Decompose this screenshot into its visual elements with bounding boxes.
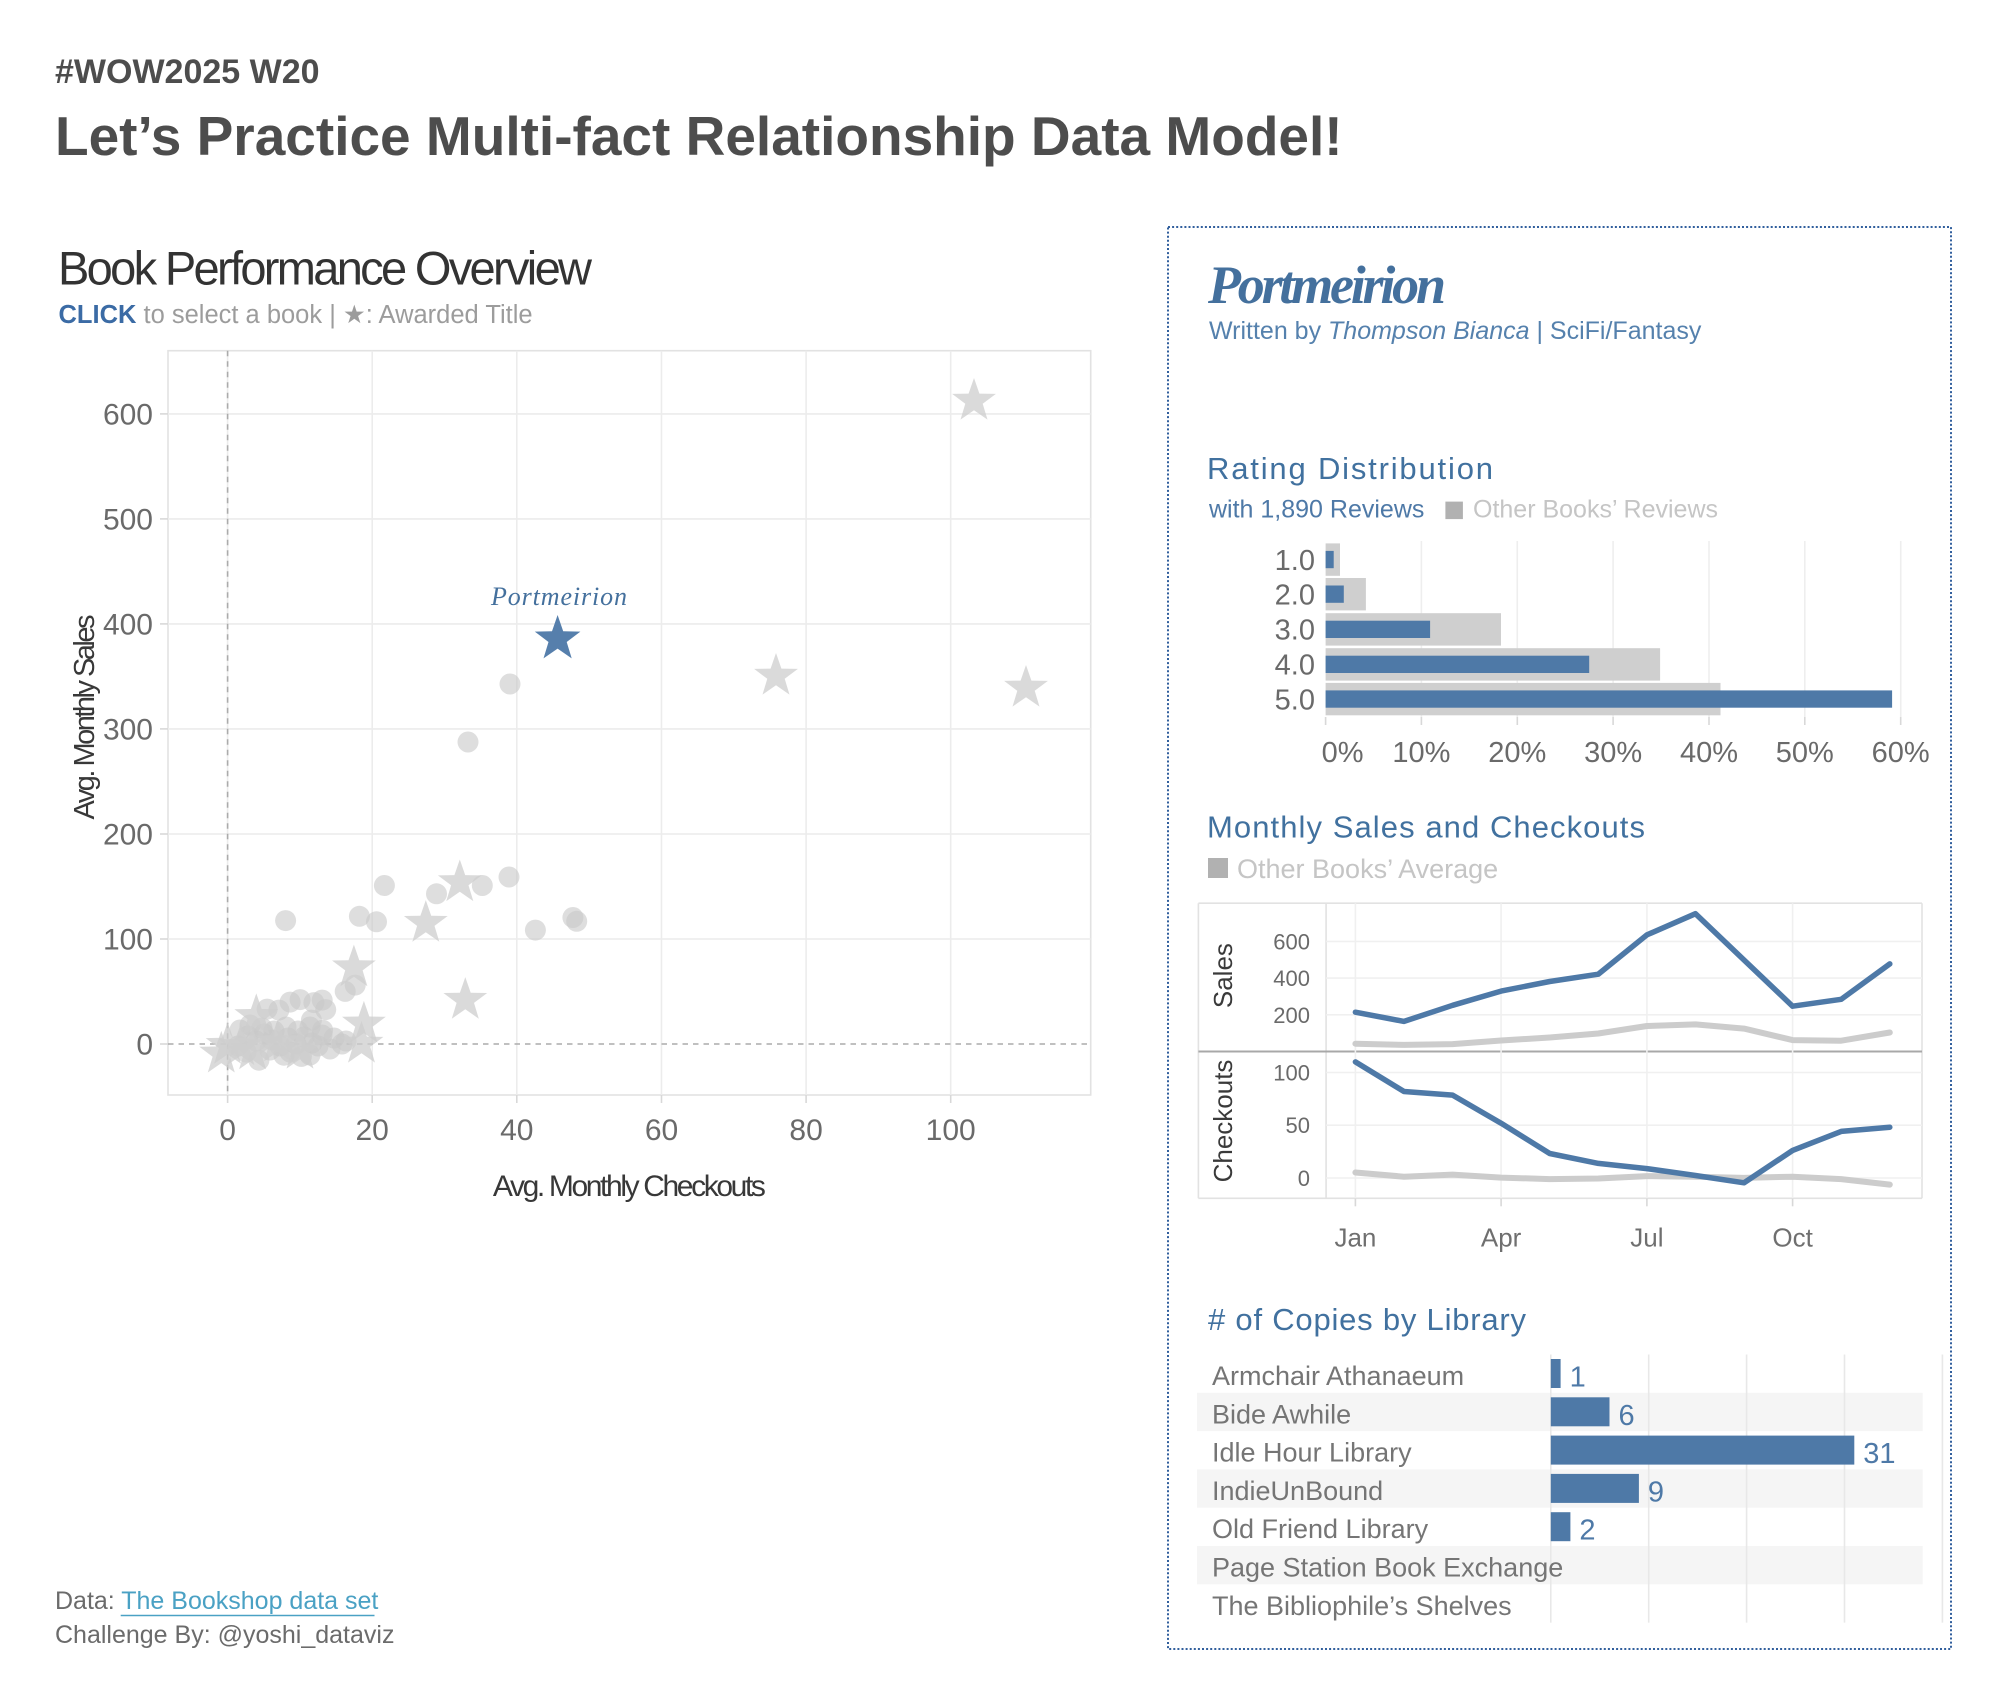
svg-text:0%: 0% bbox=[1322, 737, 1364, 769]
svg-text:200: 200 bbox=[1273, 1003, 1310, 1028]
svg-text:Portmeirion: Portmeirion bbox=[490, 582, 627, 611]
svg-text:CLICK to select a book | ★: Aw: CLICK to select a book | ★: Awarded Titl… bbox=[59, 301, 533, 329]
svg-text:1.0: 1.0 bbox=[1275, 545, 1315, 577]
svg-text:50: 50 bbox=[1286, 1113, 1310, 1138]
svg-text:#WOW2025 W20: #WOW2025 W20 bbox=[55, 53, 320, 91]
svg-text:0: 0 bbox=[1298, 1166, 1310, 1191]
svg-text:Bide Awhile: Bide Awhile bbox=[1212, 1399, 1351, 1429]
svg-text:600: 600 bbox=[103, 398, 153, 431]
svg-text:Monthly Sales and Checkouts: Monthly Sales and Checkouts bbox=[1207, 809, 1645, 844]
svg-text:1: 1 bbox=[1570, 1362, 1586, 1394]
svg-text:The Bibliophile’s Shelves: The Bibliophile’s Shelves bbox=[1212, 1591, 1512, 1621]
svg-text:0: 0 bbox=[219, 1114, 236, 1147]
svg-text:Data: The Bookshop data set: Data: The Bookshop data set bbox=[55, 1587, 378, 1615]
svg-text:Sales: Sales bbox=[1208, 943, 1238, 1008]
svg-text:0: 0 bbox=[136, 1029, 153, 1062]
svg-text:600: 600 bbox=[1273, 929, 1310, 954]
svg-text:100: 100 bbox=[926, 1114, 976, 1147]
svg-text:31: 31 bbox=[1863, 1438, 1895, 1470]
svg-text:300: 300 bbox=[103, 713, 153, 746]
svg-text:Rating Distribution: Rating Distribution bbox=[1207, 451, 1493, 486]
svg-text:60: 60 bbox=[645, 1114, 678, 1147]
svg-text:2.0: 2.0 bbox=[1275, 579, 1315, 611]
svg-text:400: 400 bbox=[1273, 966, 1310, 991]
svg-text:3.0: 3.0 bbox=[1275, 615, 1315, 647]
svg-text:Avg. Monthly Checkouts: Avg. Monthly Checkouts bbox=[493, 1170, 766, 1203]
svg-text:200: 200 bbox=[103, 819, 153, 852]
svg-text:Old Friend Library: Old Friend Library bbox=[1212, 1514, 1429, 1544]
svg-text:Page Station Book Exchange: Page Station Book Exchange bbox=[1212, 1553, 1563, 1583]
svg-text:400: 400 bbox=[103, 608, 153, 641]
svg-text:# of Copies by Library: # of Copies by Library bbox=[1208, 1302, 1527, 1337]
svg-text:Avg. Monthly Sales: Avg. Monthly Sales bbox=[69, 615, 101, 820]
svg-text:40%: 40% bbox=[1680, 737, 1738, 769]
svg-text:Let’s Practice Multi-fact Rela: Let’s Practice Multi-fact Relationship D… bbox=[55, 105, 1343, 167]
svg-text:6: 6 bbox=[1619, 1400, 1635, 1432]
svg-text:Jul: Jul bbox=[1630, 1222, 1663, 1252]
svg-text:10%: 10% bbox=[1392, 737, 1450, 769]
svg-text:5.0: 5.0 bbox=[1275, 684, 1315, 716]
svg-text:20%: 20% bbox=[1488, 737, 1546, 769]
svg-text:Other Books’ Average: Other Books’ Average bbox=[1237, 854, 1498, 884]
svg-text:2: 2 bbox=[1579, 1515, 1595, 1547]
svg-text:Challenge By: @yoshi_dataviz: Challenge By: @yoshi_dataviz bbox=[55, 1621, 394, 1649]
svg-text:9: 9 bbox=[1648, 1476, 1664, 1508]
svg-text:Apr: Apr bbox=[1481, 1222, 1522, 1252]
svg-text:Idle Hour Library: Idle Hour Library bbox=[1212, 1438, 1412, 1468]
svg-text:Portmeirion: Portmeirion bbox=[1207, 255, 1446, 315]
svg-text:Jan: Jan bbox=[1334, 1222, 1376, 1252]
svg-text:30%: 30% bbox=[1584, 737, 1642, 769]
svg-text:Written by Thompson Bianca | S: Written by Thompson Bianca | SciFi/Fanta… bbox=[1209, 317, 1702, 345]
svg-text:80: 80 bbox=[789, 1114, 822, 1147]
svg-text:with 1,890 Reviews: with 1,890 Reviews bbox=[1208, 496, 1424, 524]
svg-text:40: 40 bbox=[500, 1114, 533, 1147]
svg-text:60%: 60% bbox=[1872, 737, 1930, 769]
svg-text:4.0: 4.0 bbox=[1275, 650, 1315, 682]
svg-text:20: 20 bbox=[356, 1114, 389, 1147]
svg-text:100: 100 bbox=[1273, 1061, 1310, 1086]
svg-text:Checkouts: Checkouts bbox=[1208, 1060, 1238, 1183]
svg-text:Armchair Athanaeum: Armchair Athanaeum bbox=[1212, 1361, 1464, 1391]
svg-text:Oct: Oct bbox=[1772, 1222, 1813, 1252]
svg-text:IndieUnBound: IndieUnBound bbox=[1212, 1476, 1383, 1506]
svg-text:Other Books’ Reviews: Other Books’ Reviews bbox=[1473, 496, 1718, 524]
svg-text:500: 500 bbox=[103, 503, 153, 536]
svg-text:Book Performance Overview: Book Performance Overview bbox=[58, 242, 593, 295]
svg-text:50%: 50% bbox=[1776, 737, 1834, 769]
svg-text:100: 100 bbox=[103, 924, 153, 957]
